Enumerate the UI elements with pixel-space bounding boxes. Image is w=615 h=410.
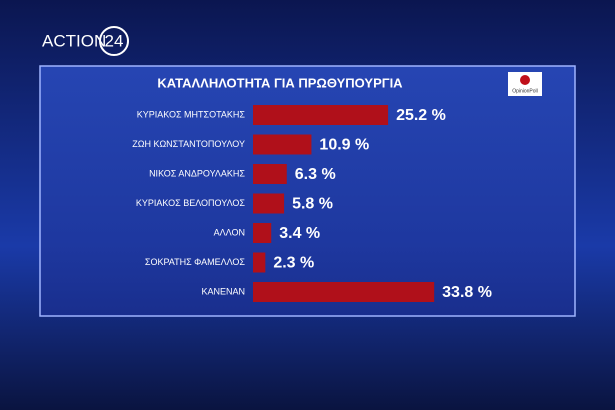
bar <box>253 193 285 214</box>
panel <box>39 65 576 317</box>
value-label: 3.4 % <box>279 225 320 242</box>
category-label: ΑΛΛΟΝ <box>214 227 245 237</box>
chart-title: ΚΑΤΑΛΛΗΛΟΤΗΤΑ ΓΙΑ ΠΡΩΘΥΠΟΥΡΓΙΑ <box>157 75 403 90</box>
value-label: 6.3 % <box>295 166 336 183</box>
category-label: ΚΑΝΕΝΑΝ <box>201 286 245 296</box>
value-label: 10.9 % <box>319 137 369 154</box>
brand-number: 24 <box>105 31 124 50</box>
bar <box>253 223 272 243</box>
value-label: 25.2 % <box>396 107 446 124</box>
bar <box>253 134 312 155</box>
category-label: ΝΙΚΟΣ ΑΝΔΡΟΥΛΑΚΗΣ <box>149 168 245 178</box>
bar <box>253 105 389 125</box>
category-label: ΚΥΡΙΑΚΟΣ ΜΗΤΣΟΤΑΚΗΣ <box>137 109 246 119</box>
bar <box>253 252 266 273</box>
bar <box>253 282 435 302</box>
brand-ring <box>99 26 129 56</box>
source: OpinionPoll <box>512 88 538 94</box>
source-dot <box>520 75 530 85</box>
category-label: ΣΟΚΡΑΤΗΣ ΦΑΜΕΛΛΟΣ <box>145 257 246 267</box>
category-label: ΖΩΗ ΚΩΝΣΤΑΝΤΟΠΟΥΛΟΥ <box>132 139 245 149</box>
value-label: 33.8 % <box>442 284 492 301</box>
value-label: 2.3 % <box>273 255 314 272</box>
bar <box>253 164 287 184</box>
value-label: 5.8 % <box>292 196 333 213</box>
category-label: ΚΥΡΙΑΚΟΣ ΒΕΛΟΠΟΥΛΟΣ <box>136 198 246 208</box>
brand: ACTION <box>42 31 106 50</box>
